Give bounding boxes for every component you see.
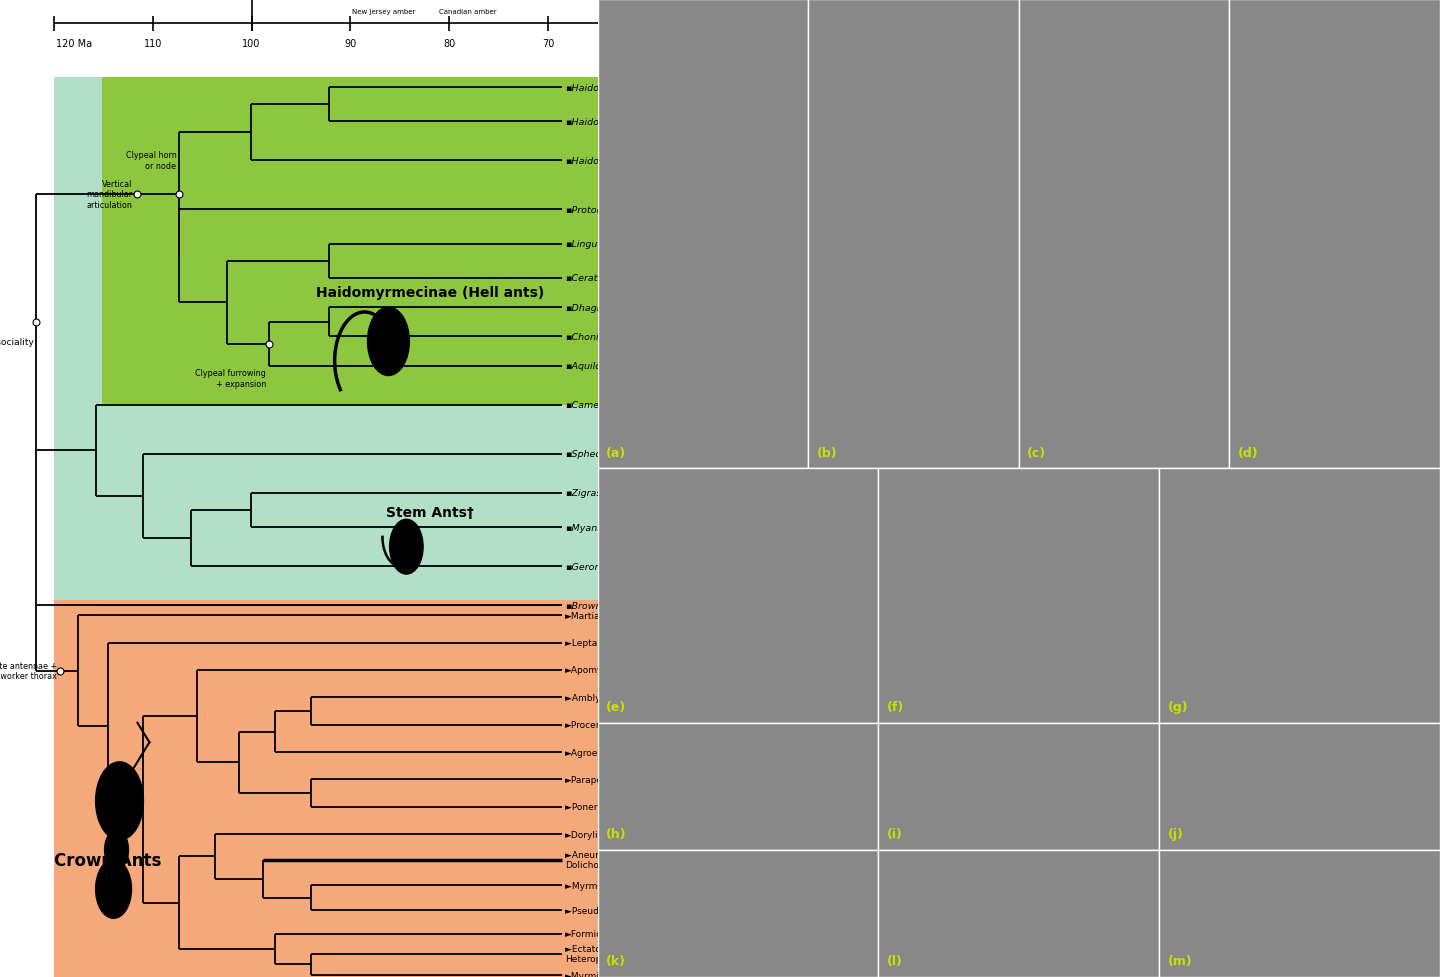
Text: ▪Chonidris: ▪Chonidris: [564, 332, 616, 342]
Text: 120 Ma: 120 Ma: [56, 39, 92, 49]
Circle shape: [95, 860, 131, 918]
Text: ▪Ceratomyrmex: ▪Ceratomyrmex: [564, 274, 642, 283]
Bar: [1159, 723, 1440, 850]
Text: (e): (e): [606, 701, 626, 713]
Text: ►Leptanillinae (h): ►Leptanillinae (h): [564, 638, 645, 648]
Bar: [53, 78, 598, 606]
Text: ▪Haidoterminus: ▪Haidoterminus: [564, 156, 641, 166]
Text: ►Myrmeciinae (l): ►Myrmeciinae (l): [564, 880, 642, 890]
Text: Vertical
mandibular
articulation: Vertical mandibular articulation: [86, 180, 132, 210]
Bar: [102, 78, 598, 405]
Text: (h): (h): [606, 828, 626, 840]
Text: ▪Zigrasimecia: ▪Zigrasimecia: [564, 488, 632, 498]
Text: (l): (l): [887, 955, 903, 967]
Circle shape: [95, 762, 144, 840]
Text: Haidomyrmecinae (Hell ants): Haidomyrmecinae (Hell ants): [317, 286, 544, 300]
Text: Eusociality: Eusociality: [0, 337, 35, 347]
Text: ▪Dhagnathos: ▪Dhagnathos: [564, 303, 629, 313]
Text: ▪Myanmyrma: ▪Myanmyrma: [564, 523, 631, 532]
Bar: [878, 850, 1159, 977]
Text: ►Myrmicinae: ►Myrmicinae: [564, 970, 624, 977]
Text: Geniculate antennae +
Reduced worker thorax: Geniculate antennae + Reduced worker tho…: [0, 661, 56, 681]
Circle shape: [105, 830, 128, 870]
Text: ▪Aquilomyrmex: ▪Aquilomyrmex: [564, 361, 641, 371]
Text: 70: 70: [541, 39, 554, 49]
Text: ►Agroecomyrmecinae: ►Agroecomyrmecinae: [564, 747, 665, 757]
Text: ►Ponerinae (j): ►Ponerinae (j): [564, 802, 629, 812]
Text: (k): (k): [606, 955, 626, 967]
Text: (m): (m): [1168, 955, 1192, 967]
Bar: [878, 469, 1159, 723]
Text: ►Ectatomminae +
Heteroponerinae: ►Ectatomminae + Heteroponerinae: [564, 944, 648, 963]
Text: ▪Brownimecia: ▪Brownimecia: [564, 601, 632, 611]
Text: Clypeal furrowing
+ expansion: Clypeal furrowing + expansion: [196, 368, 266, 388]
Bar: [1159, 850, 1440, 977]
Text: (g): (g): [1168, 701, 1188, 713]
Text: ►Proceratiinae: ►Proceratiinae: [564, 720, 632, 730]
Circle shape: [367, 308, 409, 376]
Text: 90: 90: [344, 39, 357, 49]
Bar: [1020, 0, 1230, 469]
Bar: [598, 469, 878, 723]
Text: (a): (a): [606, 446, 626, 459]
Text: New Jersey amber: New Jersey amber: [353, 9, 416, 15]
Text: (i): (i): [887, 828, 903, 840]
Text: ▪Linguamyrmex: ▪Linguamyrmex: [564, 239, 642, 249]
Text: ►Aneuretinae (k) +
Dolichoderinae: ►Aneuretinae (k) + Dolichoderinae: [564, 850, 652, 870]
Text: 80: 80: [444, 39, 455, 49]
Text: Crown Ants: Crown Ants: [53, 851, 161, 869]
Text: ►Pseudomyrmecinae (m): ►Pseudomyrmecinae (m): [564, 906, 680, 915]
Text: ▪Camelomecia: ▪Camelomecia: [564, 401, 636, 410]
Text: ►Dorylinae: ►Dorylinae: [564, 829, 615, 839]
Text: (j): (j): [1168, 828, 1184, 840]
Bar: [1230, 0, 1440, 469]
Text: ►Amblyoponinae (i): ►Amblyoponinae (i): [564, 693, 655, 702]
Text: (b): (b): [816, 446, 837, 459]
Text: 110: 110: [144, 39, 161, 49]
Text: (f): (f): [887, 701, 904, 713]
Text: ►Martialinae: ►Martialinae: [564, 611, 622, 620]
Text: ▪Haidomyrmex: ▪Haidomyrmex: [564, 117, 638, 127]
Bar: [808, 0, 1020, 469]
Bar: [878, 723, 1159, 850]
Text: (d): (d): [1238, 446, 1259, 459]
Bar: [1159, 469, 1440, 723]
Bar: [598, 723, 878, 850]
Text: Stem Ants†: Stem Ants†: [386, 506, 474, 520]
Text: ►Formicinae: ►Formicinae: [564, 929, 621, 939]
Text: Canadian amber: Canadian amber: [439, 9, 497, 15]
Text: ►Paraponerinae: ►Paraponerinae: [564, 775, 638, 785]
Bar: [598, 850, 878, 977]
Text: (c): (c): [1027, 446, 1047, 459]
Bar: [598, 0, 808, 469]
Text: ▪Haidomyrmodes: ▪Haidomyrmodes: [564, 83, 649, 93]
Text: ►Apomyrminae: ►Apomyrminae: [564, 665, 635, 675]
Text: ▪Protoceratomyrmex: ▪Protoceratomyrmex: [564, 205, 667, 215]
Text: ▪Sphecomyrma: ▪Sphecomyrma: [564, 449, 641, 459]
Circle shape: [390, 520, 423, 574]
Text: 100: 100: [242, 39, 261, 49]
Text: Clypeal horn
or node: Clypeal horn or node: [125, 151, 176, 170]
Text: ▪Gerontoformica: ▪Gerontoformica: [564, 562, 647, 572]
Bar: [53, 601, 598, 977]
